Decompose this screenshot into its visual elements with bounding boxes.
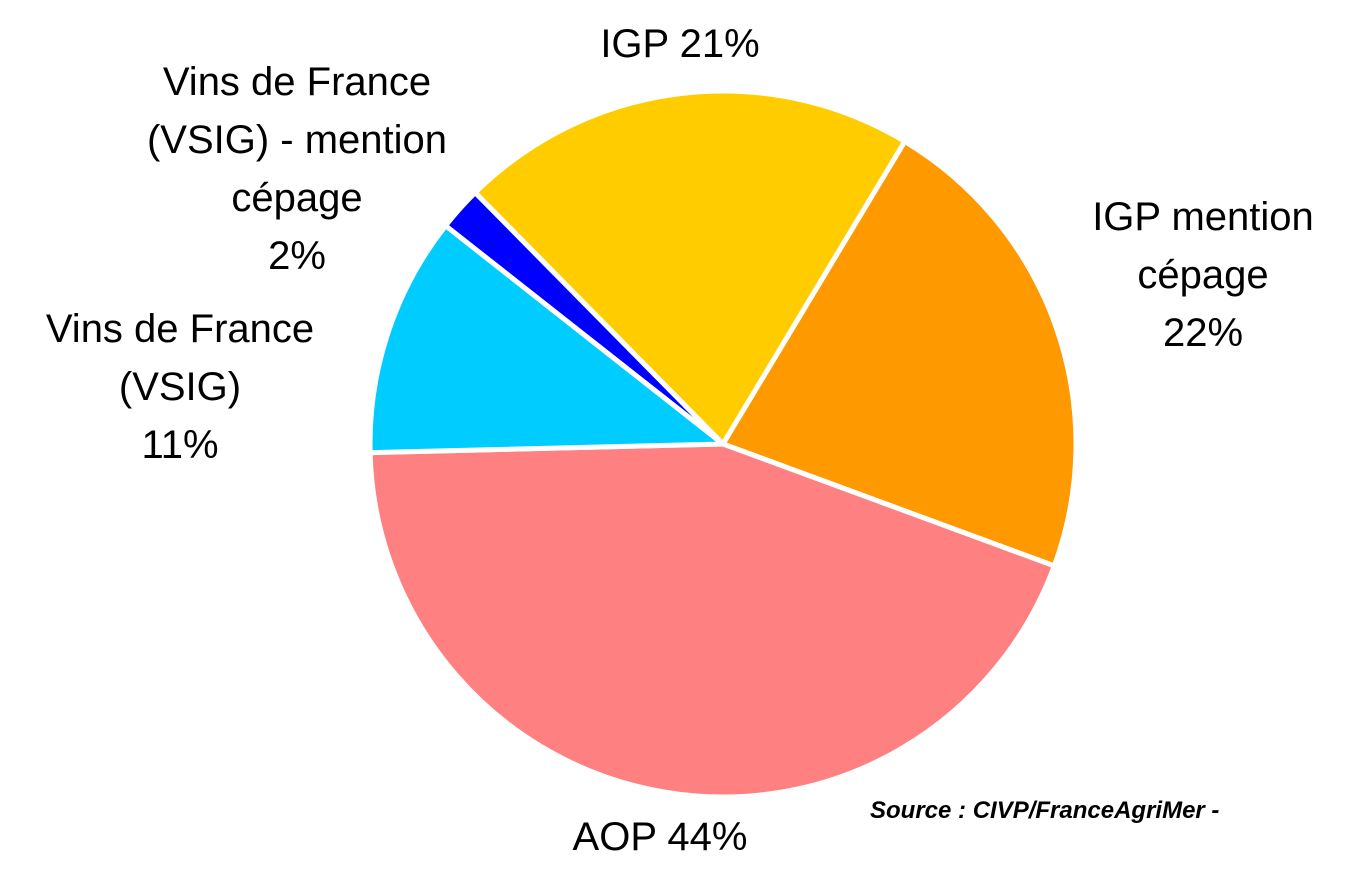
- pie-slice: [472, 88, 908, 447]
- category-label: IGP mention cépage: [1092, 195, 1314, 297]
- category-label: IGP: [600, 22, 669, 66]
- value-label: 44%: [667, 815, 748, 859]
- category-label: Vins de France (VSIG): [45, 307, 315, 409]
- pie-slice: [720, 138, 1079, 569]
- value-label: 22%: [1162, 311, 1244, 355]
- pie-slice: [367, 223, 726, 456]
- value-label: 21%: [679, 22, 760, 66]
- slice-label: IGP 21%: [480, 15, 880, 73]
- pie-slice: [367, 441, 1057, 800]
- slice-label: AOP 44%: [460, 808, 860, 866]
- category-label: Vins de France (VSIG) - mention cépage: [146, 60, 448, 220]
- slice-label: Vins de France (VSIG) 11%: [0, 300, 360, 474]
- category-label: AOP: [572, 815, 657, 859]
- slice-label: IGP mention cépage 22%: [1053, 188, 1345, 362]
- source-note: Source : CIVP/FranceAgriMer -: [870, 797, 1220, 824]
- slice-label: Vins de France (VSIG) - mention cépage 2%: [117, 53, 477, 285]
- pie-slice: [443, 190, 726, 447]
- value-label: 11%: [141, 423, 219, 467]
- value-label: 2%: [268, 234, 326, 278]
